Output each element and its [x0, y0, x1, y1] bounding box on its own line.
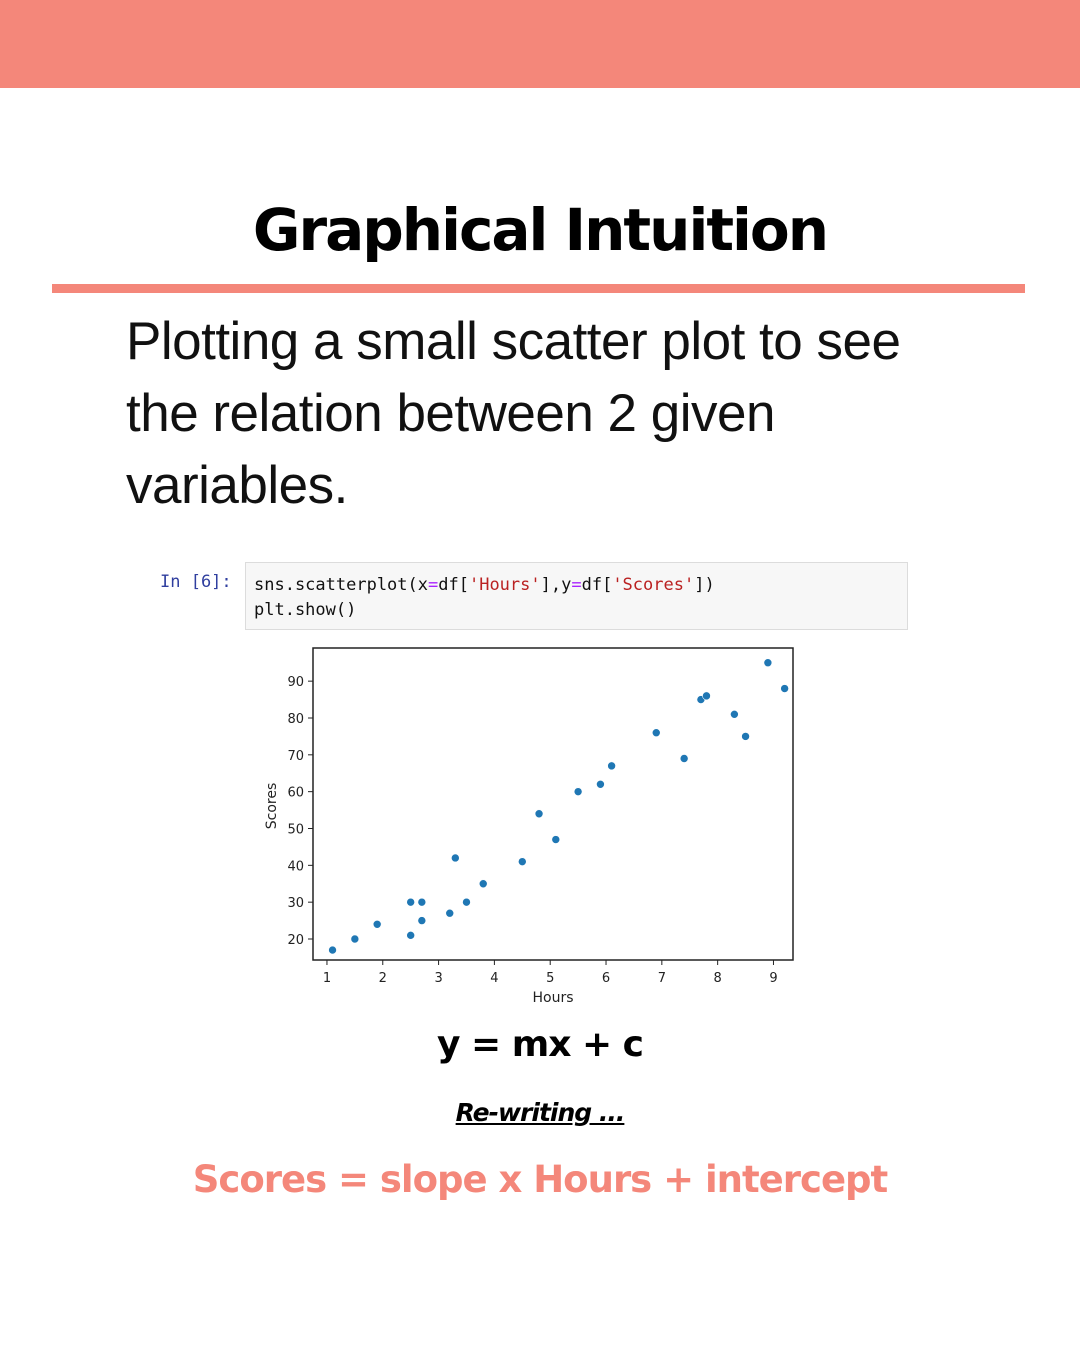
code-operator: = — [571, 575, 582, 595]
y-tick-label: 50 — [287, 822, 304, 837]
code-df: df[ — [438, 575, 469, 595]
page-title: Graphical Intuition — [252, 196, 829, 264]
x-tick-label: 9 — [769, 971, 777, 986]
data-point — [406, 931, 415, 940]
data-point — [462, 897, 471, 907]
data-point — [651, 728, 661, 738]
equation: y = mx + c — [437, 1024, 644, 1065]
y-tick-label: 90 — [287, 675, 304, 690]
code-mid: ],y — [540, 575, 572, 595]
x-tick-label: 8 — [714, 971, 722, 986]
y-tick-label: 20 — [287, 933, 304, 948]
data-point — [445, 908, 455, 918]
x-tick-label: 3 — [434, 971, 442, 986]
x-axis-label: Hours — [532, 990, 573, 1006]
code-string-hours: 'Hours' — [468, 575, 541, 595]
code-line-2: plt.show() — [254, 600, 357, 620]
data-point — [741, 732, 750, 741]
y-axis: 20 30 40 50 60 70 80 90 — [287, 675, 313, 948]
title-divider — [52, 284, 1025, 293]
top-banner — [0, 0, 1080, 88]
x-tick-label: 6 — [602, 971, 610, 986]
data-point — [518, 857, 527, 866]
scatter-chart: 20 30 40 50 60 70 80 90 1 2 3 4 5 6 7 8 9 Hours Scores — [264, 647, 794, 1006]
data-point — [551, 835, 561, 844]
y-tick-label: 60 — [287, 786, 304, 801]
y-tick-label: 70 — [287, 749, 304, 764]
plot-frame — [312, 647, 794, 961]
data-point — [534, 809, 544, 819]
data-point — [596, 779, 605, 789]
data-point — [350, 934, 360, 944]
code-operator: = — [428, 575, 439, 595]
y-axis-label: Scores — [264, 783, 280, 830]
data-point — [730, 710, 739, 719]
data-points — [328, 658, 789, 955]
notebook-code-cell[interactable]: sns.scatterplot(x=df['Hours'],y=df['Scor… — [245, 562, 908, 630]
regression-formula: Scores = slope x Hours + intercept — [192, 1158, 888, 1201]
data-point — [451, 853, 460, 863]
data-point — [780, 684, 789, 693]
x-tick-label: 5 — [546, 971, 554, 986]
x-tick-label: 1 — [323, 971, 331, 986]
y-tick-label: 40 — [287, 859, 304, 874]
data-point — [573, 787, 583, 796]
rewriting-label: Re-writing ... — [455, 1098, 626, 1127]
data-point — [763, 658, 773, 668]
x-tick-label: 4 — [490, 971, 498, 986]
description-text: Plotting a small scatter plot to see the… — [126, 312, 901, 515]
y-tick-label: 80 — [287, 712, 304, 727]
code-end: ]) — [694, 575, 715, 595]
data-point — [417, 916, 427, 925]
data-point — [417, 897, 427, 907]
x-axis: 1 2 3 4 5 6 7 8 9 — [323, 960, 778, 986]
x-tick-label: 7 — [658, 971, 666, 986]
data-point — [372, 919, 382, 929]
data-point — [328, 945, 337, 955]
data-point — [478, 879, 488, 889]
data-point — [679, 754, 689, 763]
data-point — [607, 761, 616, 771]
y-tick-label: 30 — [287, 896, 304, 911]
x-tick-label: 2 — [379, 971, 387, 986]
data-point — [406, 897, 415, 907]
data-point — [702, 691, 711, 701]
code-df: df[ — [581, 575, 613, 595]
code-fn: sns.scatterplot(x — [254, 575, 428, 595]
code-string-scores: 'Scores' — [612, 575, 695, 595]
notebook-prompt: In [6]: — [160, 572, 232, 592]
